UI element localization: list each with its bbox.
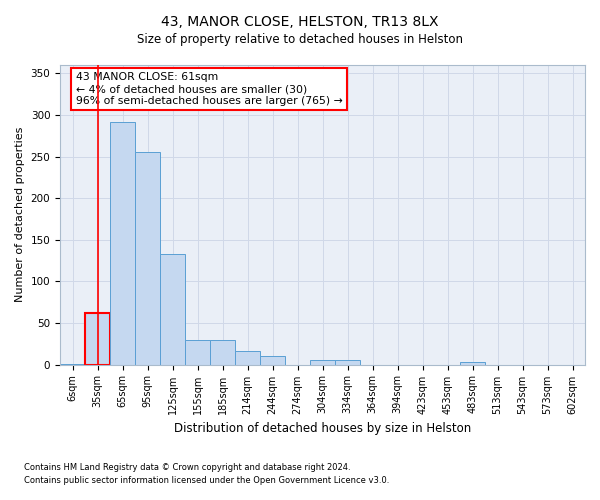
Bar: [460, 362, 485, 364]
Bar: [335, 360, 360, 364]
Bar: [260, 356, 285, 364]
Text: Contains public sector information licensed under the Open Government Licence v3: Contains public sector information licen…: [24, 476, 389, 485]
Text: 43 MANOR CLOSE: 61sqm
← 4% of detached houses are smaller (30)
96% of semi-detac: 43 MANOR CLOSE: 61sqm ← 4% of detached h…: [76, 72, 343, 106]
X-axis label: Distribution of detached houses by size in Helston: Distribution of detached houses by size …: [174, 422, 471, 435]
Y-axis label: Number of detached properties: Number of detached properties: [15, 127, 25, 302]
Text: Size of property relative to detached houses in Helston: Size of property relative to detached ho…: [137, 32, 463, 46]
Bar: [210, 340, 235, 364]
Bar: [85, 313, 110, 364]
Bar: [310, 360, 335, 364]
Bar: [110, 122, 135, 364]
Text: 43, MANOR CLOSE, HELSTON, TR13 8LX: 43, MANOR CLOSE, HELSTON, TR13 8LX: [161, 15, 439, 29]
Bar: [235, 352, 260, 364]
Bar: [185, 340, 210, 364]
Bar: [135, 152, 160, 364]
Text: Contains HM Land Registry data © Crown copyright and database right 2024.: Contains HM Land Registry data © Crown c…: [24, 464, 350, 472]
Bar: [160, 254, 185, 364]
